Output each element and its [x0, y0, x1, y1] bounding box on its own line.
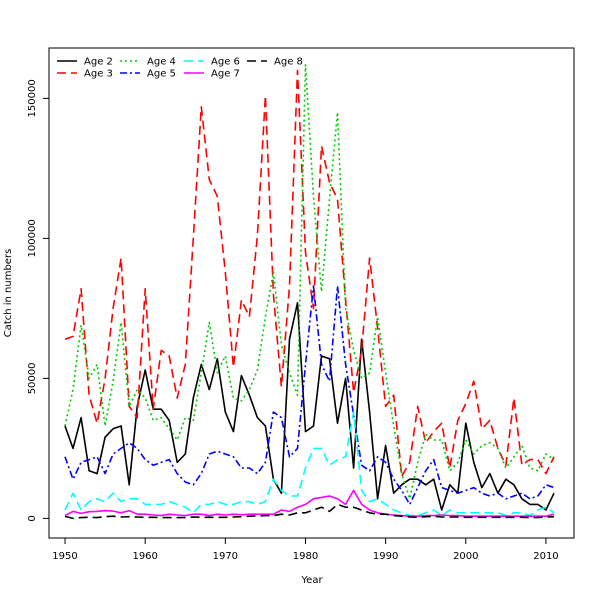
x-tick-label: 1990: [373, 551, 398, 562]
series-line-age-2: [64, 301, 555, 511]
x-tick-label: 1980: [293, 551, 318, 562]
x-tick-label: 1970: [213, 551, 238, 562]
x-tick-label: 1950: [52, 551, 77, 562]
legend-item-age-8: Age 8: [247, 57, 303, 68]
legend-label: Age 8: [274, 57, 303, 68]
x-tick-label: 2010: [533, 551, 558, 562]
x-axis-title: Year: [300, 575, 323, 586]
plot-frame: [48, 47, 575, 539]
legend-item-age-4: Age 4: [120, 57, 176, 68]
series-line-age-7: [64, 489, 555, 518]
y-axis: 0 50000 100000 150000: [27, 79, 49, 522]
x-axis: 1950 1960 1970 1980 1990 2000 2010: [52, 538, 559, 562]
y-axis-title: Catch in numbers: [3, 249, 14, 338]
legend-label: Age 3: [84, 69, 113, 80]
y-tick-label: 50000: [27, 362, 38, 394]
legend-label: Age 4: [147, 57, 176, 68]
y-tick-label: 0: [27, 515, 38, 521]
series-line-age-5: [64, 285, 555, 506]
legend-item-age-5: Age 5: [120, 69, 176, 80]
legend-label: Age 2: [84, 57, 113, 68]
series-line-age-3: [64, 69, 555, 478]
legend-item-age-3: Age 3: [57, 69, 113, 80]
legend-item-age-6: Age 6: [184, 57, 240, 68]
legend-label: Age 5: [147, 69, 176, 80]
x-tick-label: 1960: [132, 551, 157, 562]
y-tick-label: 100000: [27, 219, 38, 257]
y-tick-label: 150000: [27, 79, 38, 117]
legend-label: Age 6: [211, 57, 240, 68]
series-line-age-6: [64, 411, 555, 517]
series-line-age-8: [64, 503, 555, 520]
legend-item-age-2: Age 2: [57, 57, 113, 68]
series-layer: [64, 64, 555, 520]
x-tick-label: 2000: [453, 551, 478, 562]
legend-item-age-7: Age 7: [184, 69, 240, 80]
legend-label: Age 7: [211, 69, 240, 80]
